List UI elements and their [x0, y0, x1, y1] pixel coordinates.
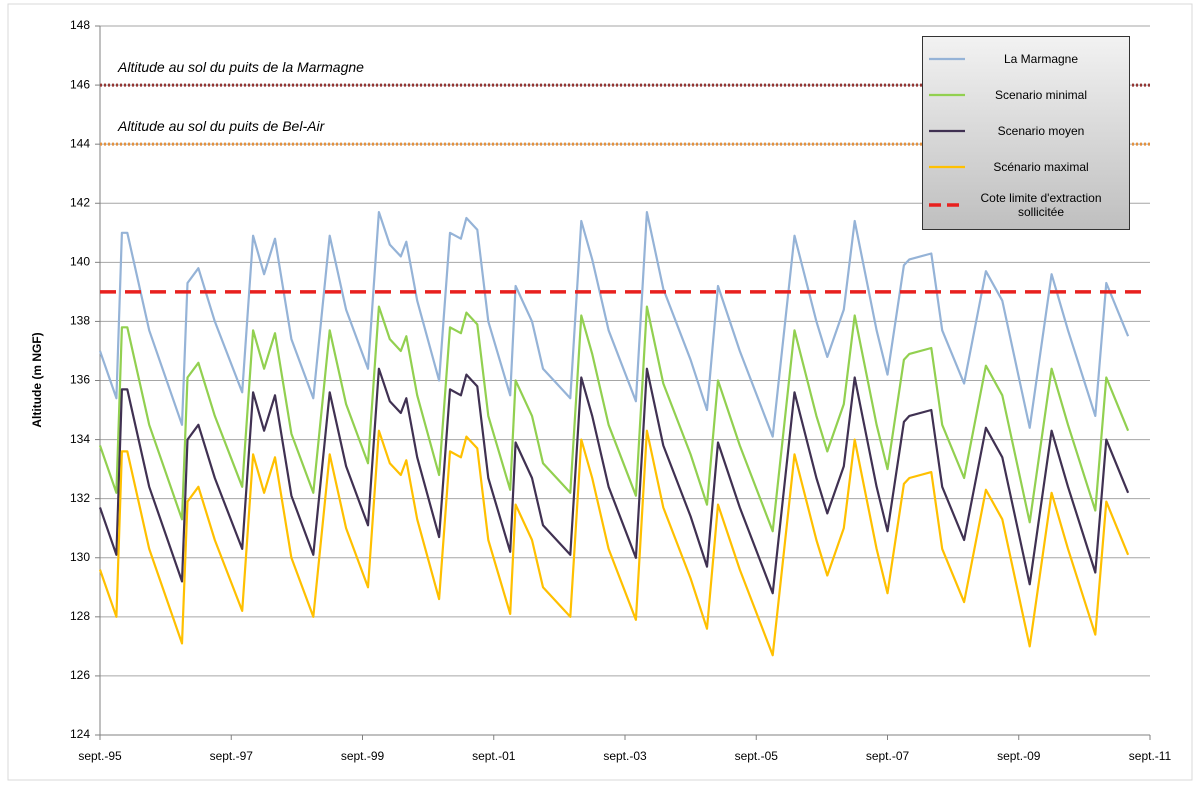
- y-tick-label: 148: [70, 18, 90, 32]
- legend-swatch: [929, 57, 965, 61]
- annotation: Altitude au sol du puits de Bel-Air: [117, 118, 326, 134]
- series-line: [98, 429, 1130, 657]
- y-tick-label: 124: [70, 727, 90, 741]
- x-tick-label: sept.-03: [603, 749, 647, 763]
- x-tick-label: sept.-01: [472, 749, 516, 763]
- legend-entry: Scénario maximal: [923, 149, 1129, 185]
- legend-label: La Marmagne: [1003, 52, 1079, 66]
- y-tick-label: 144: [70, 136, 90, 150]
- legend-swatch: [929, 203, 965, 207]
- y-tick-label: 126: [70, 668, 90, 682]
- series-line: [98, 367, 1130, 595]
- legend: La Marmagne Scenario minimal Scenario moye…: [922, 36, 1130, 230]
- x-tick-label: sept.-07: [866, 749, 910, 763]
- y-tick-label: 134: [70, 432, 90, 446]
- y-axis-label: Altitude (m NGF): [30, 332, 44, 427]
- legend-swatch: [929, 165, 965, 169]
- y-tick-label: 146: [70, 77, 90, 91]
- y-tick-label: 142: [70, 195, 90, 209]
- legend-label: Cote limite d'extraction sollicitée: [980, 191, 1102, 219]
- y-tick-label: 140: [70, 255, 90, 269]
- x-tick-label: sept.-99: [341, 749, 385, 763]
- legend-entry: Scenario moyen: [923, 113, 1129, 149]
- legend-swatch: [929, 129, 965, 133]
- x-tick-label: sept.-05: [735, 749, 779, 763]
- legend-entry: La Marmagne: [923, 41, 1129, 77]
- legend-label: Scénario maximal: [993, 160, 1089, 174]
- x-tick-label: sept.-09: [997, 749, 1041, 763]
- y-tick-label: 136: [70, 373, 90, 387]
- y-tick-label: 132: [70, 491, 90, 505]
- legend-label: Scenario minimal: [994, 88, 1088, 102]
- y-tick-label: 130: [70, 550, 90, 564]
- annotation: Altitude au sol du puits de la Marmagne: [117, 59, 364, 75]
- x-tick-label: sept.-11: [1129, 749, 1172, 763]
- series-line: [98, 305, 1130, 533]
- y-tick-label: 128: [70, 609, 90, 623]
- legend-label: Scenario moyen: [997, 124, 1085, 138]
- chart-frame: [7, 3, 1193, 781]
- y-tick-label: 138: [70, 314, 90, 328]
- x-tick-label: sept.-95: [78, 749, 122, 763]
- x-tick-label: sept.-97: [210, 749, 254, 763]
- legend-entry: Cote limite d'extraction sollicitée: [923, 185, 1129, 225]
- legend-entry: Scenario minimal: [923, 77, 1129, 113]
- series-line: [98, 211, 1130, 438]
- legend-swatch: [929, 93, 965, 97]
